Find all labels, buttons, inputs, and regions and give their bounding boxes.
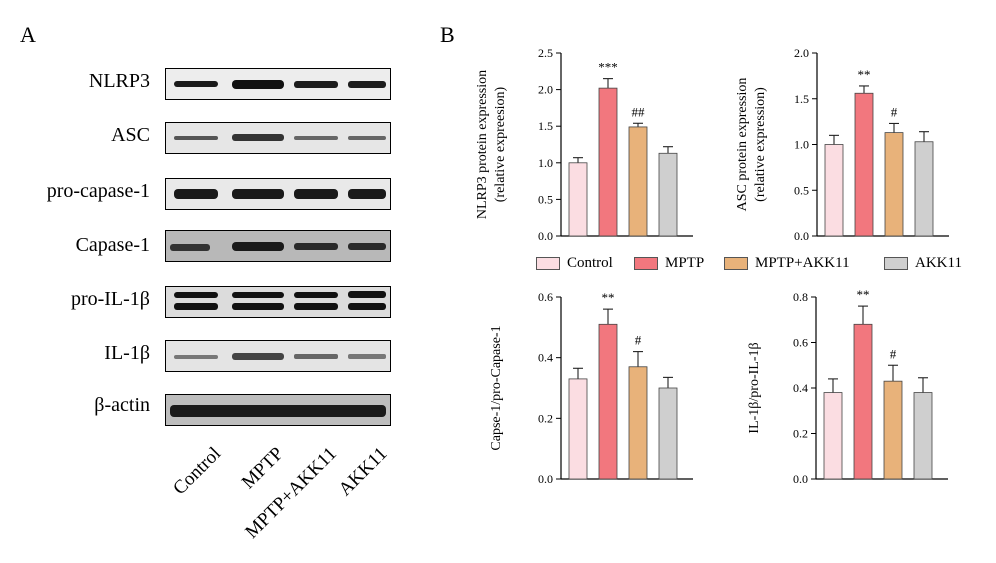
y-axis-label: (relative expression) [753, 87, 768, 202]
blot-image [165, 340, 391, 372]
bar [883, 380, 903, 480]
blot-label: Capase-1 [75, 234, 150, 256]
bar [854, 92, 874, 237]
legend-item: AKK11 [884, 253, 962, 273]
y-tick-label: 0.5 [794, 183, 809, 197]
blot-image [165, 178, 391, 210]
significance-label: ** [858, 67, 871, 82]
panel-b-letter: B [440, 22, 455, 47]
y-tick-label: 1.0 [794, 138, 809, 152]
legend: Control MPTP MPTP+AKK11 AKK11 [536, 253, 976, 277]
significance-label: ** [857, 287, 870, 302]
blot-bands [166, 231, 390, 261]
y-tick-label: 0.4 [793, 381, 808, 395]
y-tick-label: 0.2 [538, 411, 553, 425]
legend-label: AKK11 [915, 254, 962, 271]
y-tick-label: 2.5 [538, 46, 553, 60]
y-tick-label: 0.0 [538, 472, 553, 486]
y-tick-label: 0.5 [538, 192, 553, 206]
bar [598, 87, 618, 237]
blot-image [165, 122, 391, 154]
significance-label: # [891, 104, 898, 119]
blot-image [165, 230, 391, 262]
blot-label: ASC [111, 124, 150, 146]
y-axis-label: ASC protein expression [735, 78, 750, 212]
panel-a-letter: A [20, 22, 36, 47]
y-axis-label: NLRP3 protein expression [475, 70, 490, 219]
y-tick-label: 0.6 [793, 336, 808, 350]
bar [628, 126, 648, 237]
bar [823, 392, 843, 480]
y-tick-label: 2.0 [794, 46, 809, 60]
bar [658, 152, 678, 237]
y-tick-label: 0.2 [793, 427, 808, 441]
legend-item: MPTP [634, 253, 704, 273]
bar [913, 392, 933, 480]
legend-swatch [634, 256, 658, 270]
legend-item: Control [536, 253, 613, 273]
bar [824, 144, 844, 237]
y-axis-label: (relative expreesion) [493, 86, 508, 202]
y-tick-label: 1.5 [538, 119, 553, 133]
bar [658, 387, 678, 480]
y-tick-label: 0.0 [793, 472, 808, 486]
blot-image [165, 286, 391, 318]
bar [884, 132, 904, 237]
legend-swatch [536, 256, 560, 270]
blot-bands [166, 179, 390, 209]
legend-label: MPTP+AKK11 [755, 254, 850, 271]
y-tick-label: 1.0 [538, 156, 553, 170]
bar [628, 366, 648, 480]
bar [568, 378, 588, 480]
significance-label: # [635, 333, 642, 348]
blot-bands [166, 341, 390, 371]
y-tick-label: 0.4 [538, 351, 553, 365]
blot-label: β-actin [94, 394, 150, 416]
bar [598, 323, 618, 480]
bar [568, 162, 588, 237]
y-tick-label: 2.0 [538, 83, 553, 97]
significance-label: ** [602, 290, 615, 305]
blot-label: pro-IL-1β [70, 288, 150, 310]
blot-label: IL-1β [104, 342, 150, 364]
bar [853, 323, 873, 480]
significance-label: # [890, 346, 897, 361]
legend-label: Control [567, 254, 613, 271]
blot-label: NLRP3 [88, 70, 150, 92]
y-tick-label: 0.0 [538, 229, 553, 243]
lane-label: AKK11 [334, 443, 392, 501]
blot-bands [166, 123, 390, 153]
blot-bands [166, 287, 390, 317]
legend-swatch [724, 256, 748, 270]
y-tick-label: 0.8 [793, 290, 808, 304]
blot-label: pro-capase-1 [46, 180, 150, 202]
blot-image [165, 394, 391, 426]
legend-label: MPTP [665, 254, 705, 271]
blot-image [165, 68, 391, 100]
y-tick-label: 0.6 [538, 290, 553, 304]
lane-label: Control [169, 443, 226, 500]
significance-label: *** [598, 60, 618, 75]
blot-bands [166, 395, 390, 425]
significance-label: ## [632, 104, 646, 119]
legend-item: MPTP+AKK11 [724, 253, 850, 273]
y-axis-label: IL-1β/pro-IL-1β [747, 342, 762, 433]
legend-swatch [884, 256, 908, 270]
y-tick-label: 1.5 [794, 92, 809, 106]
blot-bands [166, 69, 390, 99]
y-axis-label: Capse-1/pro-Capase-1 [489, 325, 504, 450]
bar [914, 141, 934, 237]
y-tick-label: 0.0 [794, 229, 809, 243]
